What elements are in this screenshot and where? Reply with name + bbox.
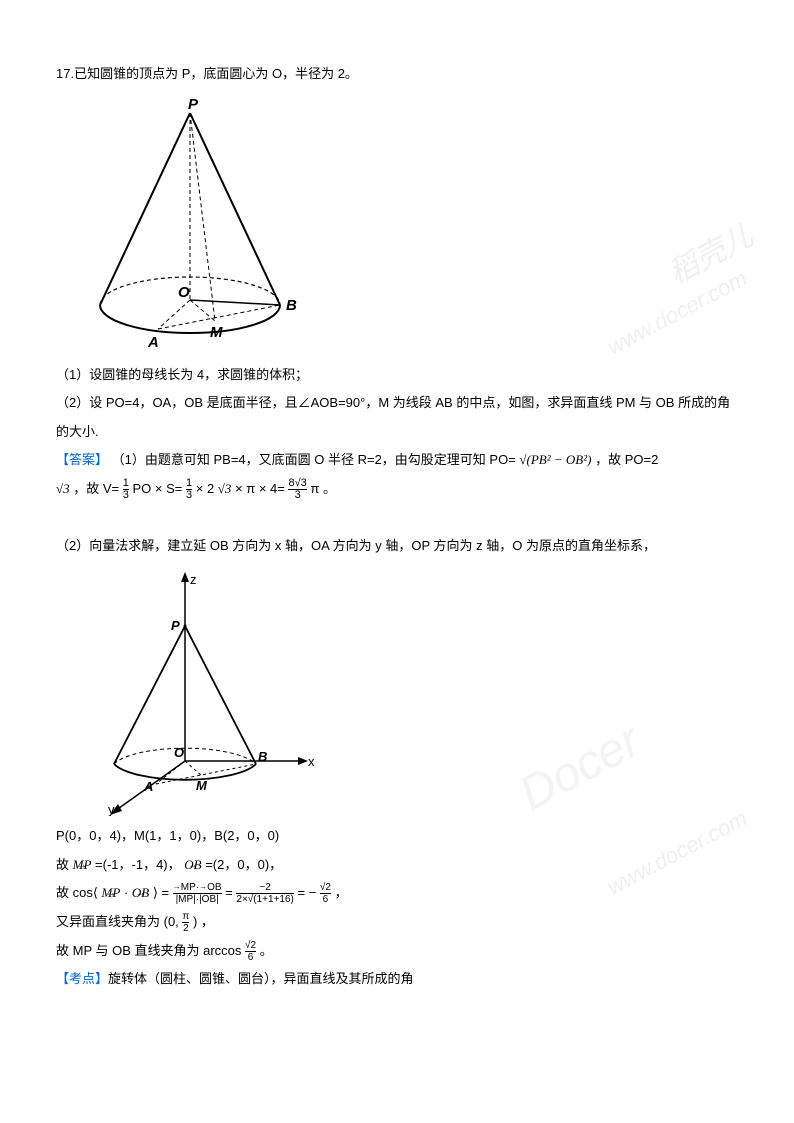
- kaodian-label: 【考点】: [56, 971, 108, 986]
- svg-text:z: z: [190, 572, 197, 587]
- answer-points: P(0，0，4)，M(1，1，0)，B(2，0，0): [56, 822, 738, 851]
- answer-range: 又异面直线夹角为 (0, π 2 ) ，: [56, 908, 738, 937]
- svg-text:A: A: [147, 334, 159, 351]
- svg-text:B: B: [286, 297, 297, 314]
- answer-cos: 故 cos⟨ →MP · →OB ⟩ = →MP·→OB |MP|·|OB| =…: [56, 879, 738, 908]
- answer-part-1: 【答案】 （1）由题意可知 PB=4，又底面圆 O 半径 R=2，由勾股定理可知…: [56, 446, 738, 475]
- answer-vectors: 故 →MP =(-1，-1，4)， →OB =(2，0，0)，: [56, 851, 738, 880]
- answer-part-1b: √3 ，故 V= 13 PO × S= 13 × 2 √3 × π × 4= 8…: [56, 475, 738, 504]
- svg-text:P: P: [188, 96, 199, 113]
- svg-text:M: M: [210, 324, 223, 341]
- problem-part-2: （2）设 PO=4，OA，OB 是底面半径，且∠AOB=90°，M 为线段 AB…: [56, 389, 738, 446]
- svg-text:P: P: [171, 618, 180, 633]
- svg-text:x: x: [308, 754, 315, 769]
- svg-text:O: O: [174, 745, 184, 760]
- figure-cone-1: P O B A M: [70, 95, 738, 355]
- kaodian: 【考点】旋转体（圆柱、圆锥、圆台），异面直线及其所成的角: [56, 965, 738, 994]
- svg-text:M: M: [196, 778, 208, 793]
- svg-text:O: O: [178, 284, 190, 301]
- page: 稻壳儿 www.docer.com Docer www.docer.com 17…: [0, 0, 794, 1123]
- problem-part-1: （1）设圆锥的母线长为 4，求圆锥的体积；: [56, 361, 738, 390]
- problem-statement: 17.已知圆锥的顶点为 P，底面圆心为 O，半径为 2。: [56, 60, 738, 89]
- svg-text:y: y: [108, 802, 115, 816]
- answer-final: 故 MP 与 OB 直线夹角为 arccos √2 6 。: [56, 937, 738, 966]
- svg-text:A: A: [143, 779, 153, 794]
- svg-text:B: B: [258, 749, 267, 764]
- figure-cone-2: z x y P O B A M: [70, 566, 738, 816]
- answer-part-2-intro: （2）向量法求解，建立延 OB 方向为 x 轴，OA 方向为 y 轴，OP 方向…: [56, 532, 738, 561]
- answer-label: 【答案】: [56, 452, 108, 467]
